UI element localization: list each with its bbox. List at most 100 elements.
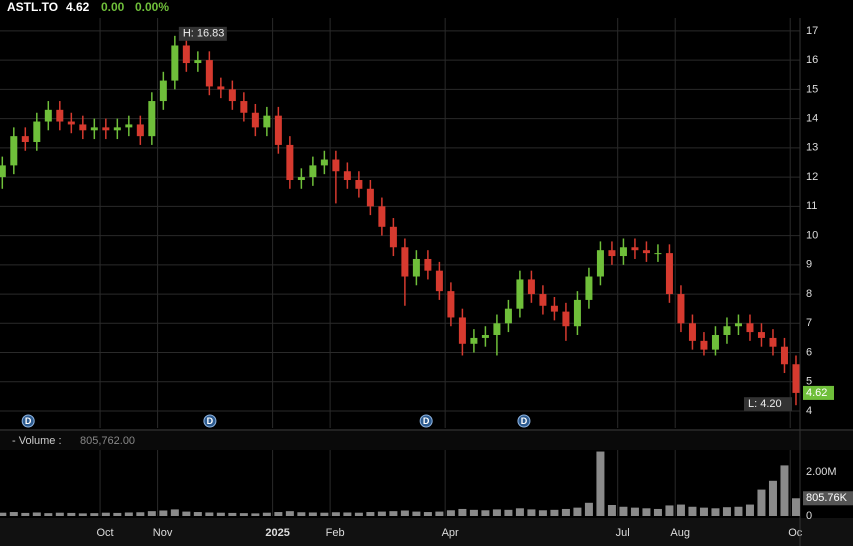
candle-body	[366, 188, 374, 207]
candle-body	[125, 124, 133, 128]
candle-body	[723, 326, 731, 336]
volume-bar	[734, 506, 743, 516]
candle-body	[711, 335, 719, 350]
volume-bar	[262, 512, 271, 516]
candle-body	[458, 317, 466, 344]
volume-bar	[331, 512, 340, 516]
candle-body	[355, 180, 363, 189]
y-tick-label: 6	[806, 346, 812, 358]
annotation-label: L: 4.20	[748, 398, 782, 410]
y-tick-label: 13	[806, 142, 818, 154]
volume-bar	[228, 512, 237, 516]
change-percent: 0.00%	[135, 0, 169, 14]
candle-body	[217, 86, 225, 90]
volume-bar	[665, 505, 674, 516]
volume-bar	[400, 510, 409, 516]
candle-body	[332, 159, 340, 172]
volume-bar	[642, 508, 651, 516]
volume-tag	[803, 491, 853, 506]
candle-body	[654, 253, 662, 255]
candle-body	[44, 109, 52, 122]
x-axis-strip	[0, 518, 853, 546]
candle-body	[481, 335, 489, 338]
candle-body	[171, 45, 179, 81]
volume-bar	[722, 507, 731, 516]
candle-body	[493, 323, 501, 336]
volume-bar	[791, 498, 800, 516]
y-tick-label: 17	[806, 25, 818, 37]
volume-bar	[78, 513, 87, 516]
volume-bar	[527, 509, 536, 516]
x-tick-label: Oct	[97, 527, 114, 539]
volume-bar	[412, 511, 421, 516]
candle-body	[21, 136, 29, 142]
volume-bar	[688, 506, 697, 516]
candle-body	[596, 250, 604, 277]
volume-bar	[561, 508, 570, 516]
y-tick-label: 4	[806, 405, 812, 417]
dividend-label: D	[207, 416, 214, 426]
candle-body	[665, 253, 673, 295]
volume-bar	[147, 511, 156, 516]
volume-bar	[136, 512, 145, 516]
candle-body	[286, 144, 294, 181]
volume-bar	[389, 511, 398, 516]
candle-body	[792, 364, 800, 393]
volume-bar	[182, 511, 191, 516]
x-tick-label: Jul	[616, 527, 630, 539]
volume-current: 805,762.00	[80, 435, 135, 447]
dividend-marker	[419, 414, 433, 428]
candle-body	[516, 279, 524, 309]
candle-body	[447, 291, 455, 318]
volume-bar	[711, 508, 720, 516]
candle-body	[573, 299, 581, 327]
volume-bar	[504, 509, 513, 516]
volume-bar	[159, 510, 168, 516]
volume-bar	[44, 513, 53, 516]
candle-body	[90, 127, 98, 131]
y-tick-label: 7	[806, 317, 812, 329]
volume-bar	[343, 512, 352, 516]
candle-body	[734, 323, 742, 327]
volume-bar	[297, 512, 306, 516]
candle-body	[504, 308, 512, 324]
candle-body	[619, 247, 627, 257]
candle-body	[435, 270, 443, 292]
candle-body	[56, 109, 64, 122]
volume-bar	[757, 489, 766, 516]
volume-tick-label: 2.00M	[806, 466, 837, 478]
y-tick-label: 5	[806, 376, 812, 388]
candle-body	[631, 247, 639, 251]
x-tick-label: Nov	[153, 527, 173, 539]
volume-bar	[170, 509, 179, 516]
volume-bar	[676, 504, 685, 516]
price-tag-label: 4.62	[806, 387, 827, 399]
candle-body	[585, 276, 593, 300]
candle-body	[780, 346, 788, 365]
dividend-label: D	[25, 416, 32, 426]
volume-bar	[619, 506, 628, 516]
candle-body	[527, 279, 535, 295]
change: 0.00	[101, 0, 125, 14]
annotation-label: H: 16.83	[183, 28, 225, 40]
candle-body	[550, 305, 558, 312]
volume-bar	[481, 510, 490, 516]
volume-bar	[9, 512, 18, 516]
candle-body	[263, 115, 271, 128]
volume-bar	[550, 509, 559, 516]
volume-bar	[193, 512, 202, 516]
y-tick-label: 11	[806, 200, 817, 212]
y-tick-label: 10	[806, 229, 818, 241]
candle-body	[240, 101, 248, 113]
volume-bar	[423, 512, 432, 516]
candle-body	[539, 294, 547, 306]
volume-bar	[515, 508, 524, 516]
candle-body	[642, 250, 650, 254]
candle-body	[79, 124, 87, 131]
candle-body	[148, 101, 156, 137]
candle-body	[320, 159, 328, 166]
volume-bar	[492, 509, 501, 516]
volume-bar	[320, 512, 329, 516]
dividend-marker	[517, 414, 531, 428]
